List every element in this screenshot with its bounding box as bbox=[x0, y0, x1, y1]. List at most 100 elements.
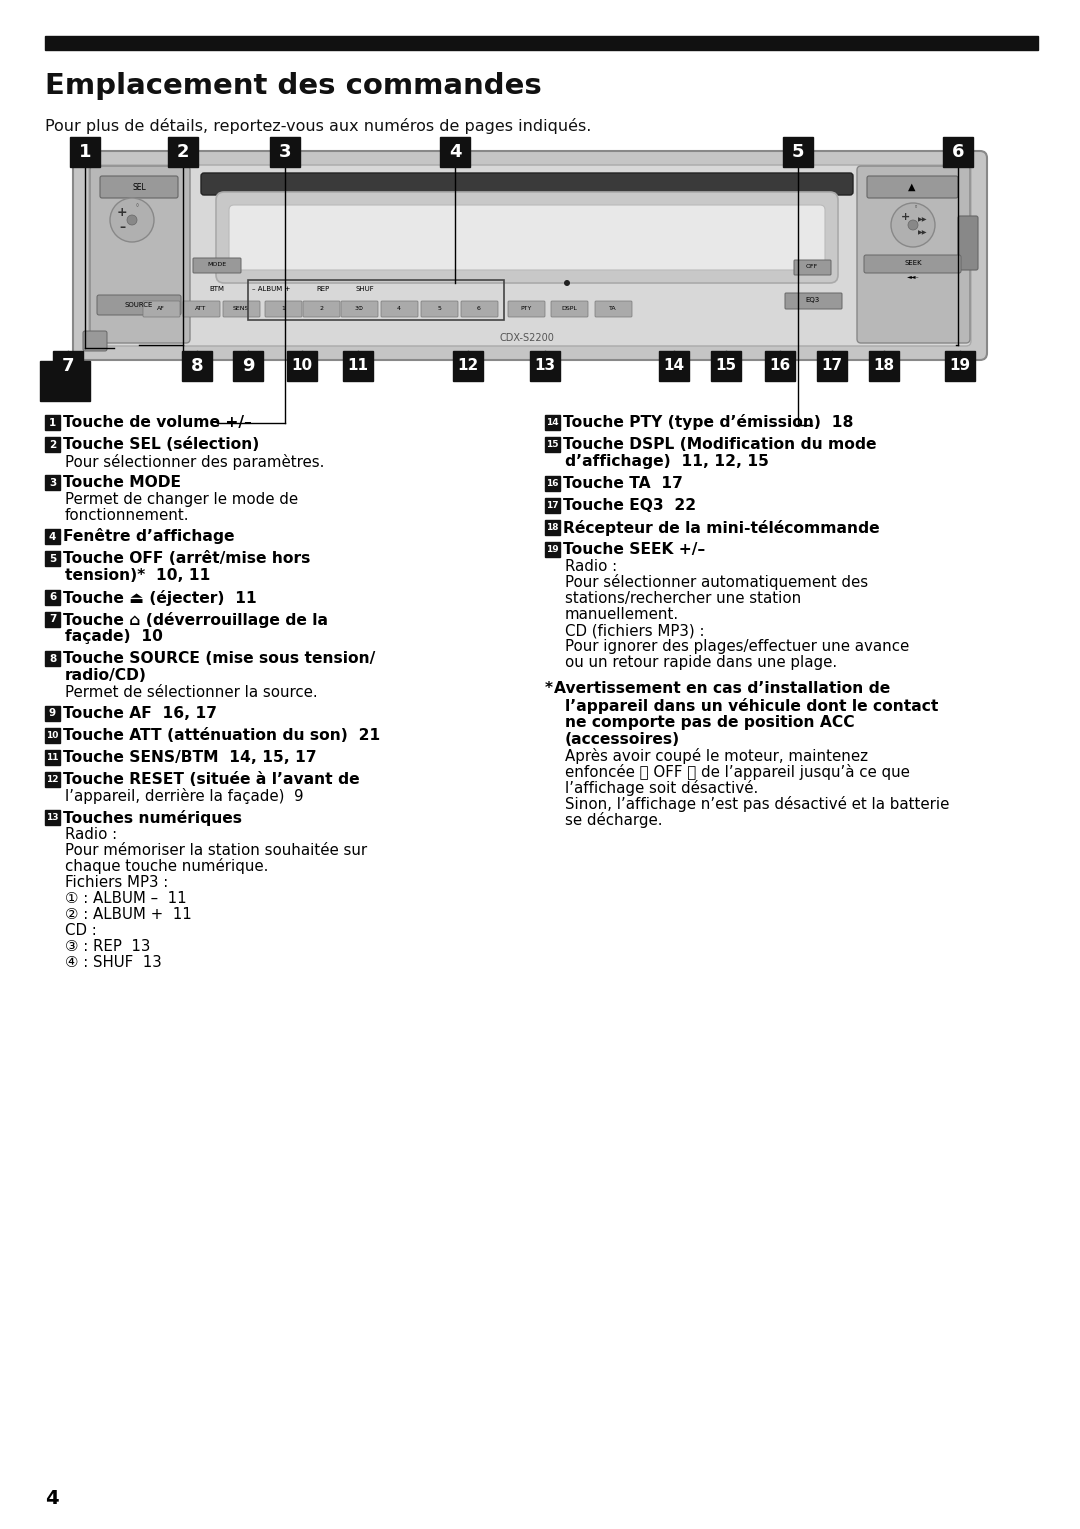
Text: 10: 10 bbox=[46, 731, 58, 740]
Text: 1: 1 bbox=[49, 417, 56, 428]
FancyBboxPatch shape bbox=[73, 151, 987, 359]
Text: ① : ALBUM –  11: ① : ALBUM – 11 bbox=[65, 891, 187, 907]
Text: BTM: BTM bbox=[210, 286, 224, 292]
Text: PTY: PTY bbox=[521, 306, 531, 312]
Text: 1: 1 bbox=[281, 306, 285, 312]
Bar bbox=[545, 498, 561, 514]
FancyBboxPatch shape bbox=[461, 301, 498, 317]
Text: façade)  10: façade) 10 bbox=[65, 628, 163, 644]
FancyBboxPatch shape bbox=[97, 295, 181, 315]
Text: Radio :: Radio : bbox=[65, 827, 117, 842]
Text: ◦: ◦ bbox=[914, 203, 918, 209]
Bar bbox=[168, 138, 198, 167]
Bar bbox=[783, 138, 813, 167]
Bar bbox=[233, 352, 264, 381]
Text: Touche ⌂ (déverrouillage de la: Touche ⌂ (déverrouillage de la bbox=[63, 612, 328, 627]
Text: Pour mémoriser la station souhaitée sur: Pour mémoriser la station souhaitée sur bbox=[65, 842, 367, 858]
Text: OFF: OFF bbox=[806, 265, 819, 269]
Text: – ALBUM +: – ALBUM + bbox=[252, 286, 291, 292]
Text: Récepteur de la mini-télécommande: Récepteur de la mini-télécommande bbox=[563, 520, 879, 535]
FancyBboxPatch shape bbox=[421, 301, 458, 317]
Text: 17: 17 bbox=[546, 502, 558, 511]
FancyBboxPatch shape bbox=[183, 301, 220, 317]
FancyBboxPatch shape bbox=[858, 167, 970, 342]
Text: 9: 9 bbox=[242, 356, 254, 375]
Bar bbox=[943, 138, 973, 167]
Circle shape bbox=[564, 280, 570, 286]
Circle shape bbox=[110, 197, 154, 242]
Text: Touche PTY (type d’émission)  18: Touche PTY (type d’émission) 18 bbox=[563, 414, 853, 431]
Text: 15: 15 bbox=[546, 440, 558, 450]
Bar bbox=[545, 437, 561, 453]
FancyBboxPatch shape bbox=[794, 260, 831, 275]
Bar bbox=[545, 476, 561, 491]
Text: Fichiers MP3 :: Fichiers MP3 : bbox=[65, 875, 168, 890]
Bar bbox=[45, 651, 60, 667]
Text: 2: 2 bbox=[177, 144, 189, 161]
Text: 14: 14 bbox=[663, 358, 685, 373]
Text: 13: 13 bbox=[535, 358, 555, 373]
Text: CDX-S2200: CDX-S2200 bbox=[500, 333, 554, 342]
Text: DSPL: DSPL bbox=[562, 306, 577, 312]
Bar bbox=[45, 772, 60, 787]
Text: ▶▶: ▶▶ bbox=[918, 231, 928, 235]
Text: ④ : SHUF  13: ④ : SHUF 13 bbox=[65, 956, 162, 969]
Bar bbox=[270, 138, 300, 167]
Text: se décharge.: se décharge. bbox=[565, 812, 662, 829]
FancyBboxPatch shape bbox=[216, 193, 838, 283]
Text: Pour sélectionner des paramètres.: Pour sélectionner des paramètres. bbox=[65, 454, 324, 469]
Text: 3⊙: 3⊙ bbox=[354, 306, 364, 312]
Text: Touche RESET (située à l’avant de: Touche RESET (située à l’avant de bbox=[63, 772, 360, 787]
Text: enfoncée ⓞ OFF ⓣ de l’appareil jusqu’à ce que: enfoncée ⓞ OFF ⓣ de l’appareil jusqu’à c… bbox=[565, 764, 909, 780]
Text: Pour ignorer des plages/effectuer une avance: Pour ignorer des plages/effectuer une av… bbox=[565, 639, 909, 654]
Text: 16: 16 bbox=[546, 479, 558, 488]
Text: stations/rechercher une station: stations/rechercher une station bbox=[565, 592, 801, 605]
Text: MODE: MODE bbox=[207, 263, 227, 268]
Bar bbox=[545, 520, 561, 535]
Text: –: – bbox=[119, 222, 125, 234]
Bar bbox=[869, 352, 899, 381]
Text: Touche SOURCE (mise sous tension/: Touche SOURCE (mise sous tension/ bbox=[63, 651, 375, 667]
Text: 10: 10 bbox=[292, 358, 312, 373]
Text: Touche SEL (sélection): Touche SEL (sélection) bbox=[63, 437, 259, 453]
FancyBboxPatch shape bbox=[785, 294, 842, 309]
Bar bbox=[45, 751, 60, 764]
FancyBboxPatch shape bbox=[595, 301, 632, 317]
Text: +: + bbox=[117, 205, 127, 219]
Bar bbox=[287, 352, 318, 381]
Text: ◄◄–: ◄◄– bbox=[907, 275, 919, 280]
Text: Touche DSPL (Modification du mode: Touche DSPL (Modification du mode bbox=[563, 437, 877, 453]
Circle shape bbox=[908, 220, 918, 229]
Text: 13: 13 bbox=[46, 813, 58, 823]
Text: 4: 4 bbox=[49, 532, 56, 541]
Text: l’appareil dans un véhicule dont le contact: l’appareil dans un véhicule dont le cont… bbox=[565, 697, 939, 714]
Bar bbox=[45, 437, 60, 453]
Text: EQ3: EQ3 bbox=[806, 297, 820, 303]
Text: 18: 18 bbox=[874, 358, 894, 373]
FancyBboxPatch shape bbox=[229, 205, 825, 271]
Text: 2: 2 bbox=[319, 306, 323, 312]
Text: SHUF: SHUF bbox=[356, 286, 375, 292]
Text: 3: 3 bbox=[279, 144, 292, 161]
Text: l’appareil, derrière la façade)  9: l’appareil, derrière la façade) 9 bbox=[65, 789, 303, 804]
Text: 3: 3 bbox=[49, 477, 56, 488]
FancyBboxPatch shape bbox=[958, 216, 978, 271]
Text: 6: 6 bbox=[951, 144, 964, 161]
Text: Après avoir coupé le moteur, maintenez: Après avoir coupé le moteur, maintenez bbox=[565, 749, 868, 764]
FancyBboxPatch shape bbox=[100, 176, 178, 197]
Text: 4: 4 bbox=[397, 306, 401, 312]
Text: ▶▶: ▶▶ bbox=[918, 217, 928, 223]
Text: Touche SEEK +/–: Touche SEEK +/– bbox=[563, 541, 705, 557]
FancyBboxPatch shape bbox=[193, 258, 241, 274]
Text: Touche ⏏ (éjecter)  11: Touche ⏏ (éjecter) 11 bbox=[63, 590, 257, 605]
Text: SEL: SEL bbox=[132, 182, 146, 191]
Bar bbox=[45, 706, 60, 722]
Text: 5: 5 bbox=[49, 553, 56, 564]
Text: 12: 12 bbox=[457, 358, 478, 373]
Bar bbox=[530, 352, 561, 381]
Text: Touche MODE: Touche MODE bbox=[63, 476, 181, 489]
FancyBboxPatch shape bbox=[303, 301, 340, 317]
Text: 6: 6 bbox=[49, 593, 56, 602]
Text: 4: 4 bbox=[45, 1489, 58, 1508]
FancyBboxPatch shape bbox=[551, 301, 588, 317]
